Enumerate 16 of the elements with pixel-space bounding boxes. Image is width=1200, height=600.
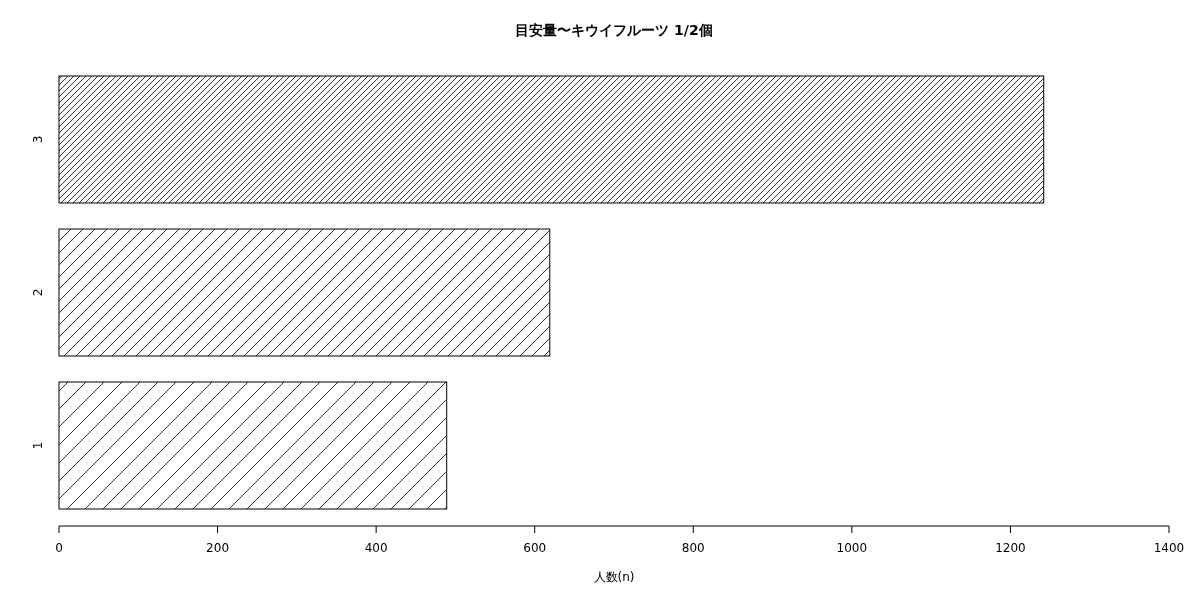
x-tick-label: 200 [206, 541, 230, 555]
chart-title: 目安量〜キウイフルーツ 1/2個 [515, 22, 713, 38]
y-tick-label: 3 [31, 135, 45, 144]
x-tick-label: 1200 [995, 541, 1026, 555]
bar [58, 75, 1045, 204]
x-tick-label: 400 [364, 541, 388, 555]
x-tick-label: 800 [681, 541, 705, 555]
y-tick-label: 2 [31, 288, 45, 297]
x-tick-label: 0 [55, 541, 63, 555]
x-tick-label: 600 [523, 541, 547, 555]
x-tick-label: 1400 [1153, 541, 1185, 555]
y-tick-label: 1 [31, 441, 45, 450]
x-axis-title: 人数(n) [593, 570, 635, 584]
bar [58, 228, 551, 357]
x-tick-label: 1000 [836, 541, 868, 555]
bar [58, 381, 448, 510]
